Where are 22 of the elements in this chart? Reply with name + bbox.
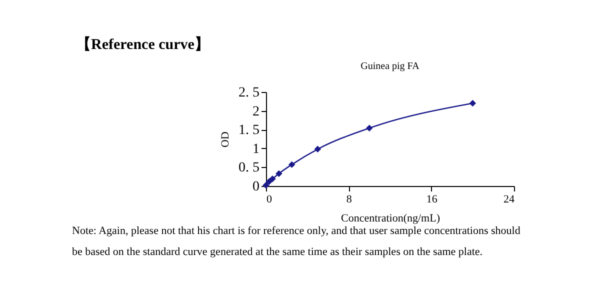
y-tick-label: 1 (252, 142, 260, 157)
x-tick-label: 0 (266, 194, 272, 206)
y-axis-title: OD (220, 132, 232, 148)
y-tick-label: 1. 5 (238, 123, 260, 138)
chart-subtitle: Guinea pig FA (360, 61, 420, 72)
point (366, 124, 373, 132)
y-tick-label: 2. 5 (238, 86, 260, 100)
point (269, 176, 276, 182)
point (266, 178, 273, 185)
point (276, 170, 282, 177)
point (469, 100, 476, 107)
point (288, 161, 296, 168)
y-tick-label: 2 (252, 104, 260, 120)
x-tick-label: 24 (504, 194, 515, 206)
text: Note: Again, please not that his chart is for reference only, and that user sample concentrations should be based on the standard curve generated at the same time as their samples on the same plate. (72, 225, 521, 258)
text: 【Reference curve】 (76, 36, 210, 53)
x-tick-label: 16 (426, 194, 438, 206)
y-tick-label: 0. 5 (238, 160, 260, 176)
x-tick-label: 8 (346, 194, 352, 206)
point (314, 146, 322, 153)
x-axis-title: Concentration(ng/mL) (341, 212, 440, 224)
y-tick-label: 0 (252, 180, 260, 194)
